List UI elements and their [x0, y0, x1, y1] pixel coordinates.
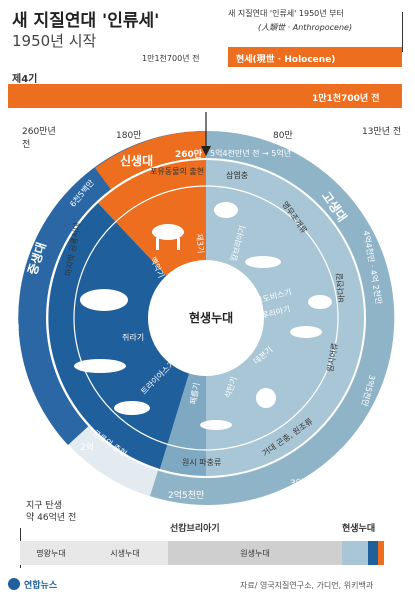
sauropod-silhouette [74, 359, 126, 373]
page-title: 새 지질연대 '인류세' [12, 11, 160, 31]
footer-logo: 연합뉴스 [24, 581, 58, 591]
phanerozoic-label: 현생누대 [342, 524, 376, 534]
event-mammals: 포유동물의 출현 [150, 167, 205, 176]
age-200m: 2억 [80, 443, 95, 453]
tick-180: 180만 [116, 131, 142, 141]
animal-silhouettes [74, 202, 332, 430]
tick-13: 13만년 전 [362, 127, 402, 137]
paleozoic-bottom-age: 2억5천만 [168, 491, 205, 501]
event-ring-edge [73, 185, 339, 451]
mesozoic-span: 1억4천5백만 [11, 322, 22, 369]
event-trilobites: 삼엽충 [226, 171, 249, 180]
triceratops-silhouette [80, 289, 128, 311]
holocene-start-label: 1만1천700년 전 [142, 54, 200, 63]
nautilus-silhouette [245, 256, 281, 268]
scorpion-silhouette [308, 295, 332, 309]
period-tertiary: 제3기 [194, 233, 206, 254]
wheel-center-label: 현생누대 [189, 311, 234, 325]
footer-source: 자료/ 영국지질연구소, 가디언, 위키백과 [240, 581, 374, 590]
eon-mesozoic-block [368, 541, 378, 565]
anthropocene-marker [402, 12, 403, 52]
sector-paleozoic [206, 160, 364, 476]
cenozoic-now: 260만 [175, 150, 203, 160]
eon-proterozoic: 원생누대 [168, 541, 342, 565]
eon-archean: 시생누대 [82, 541, 168, 565]
page-subtitle: 1950년 시작 [12, 32, 97, 50]
holocene-label: 현세(現世 · Holocene) [236, 55, 336, 65]
tick-260: 260만년 전 [22, 127, 56, 150]
reptile-silhouette [200, 420, 232, 430]
dragonfly-silhouette [256, 388, 276, 408]
eon-cenozoic-block [378, 541, 384, 565]
event-primitive-reptiles: 원시 파충류 [182, 458, 222, 467]
sector-permian [160, 160, 206, 476]
paleozoic-top: 5억4천만년 전 → 5억년 [210, 149, 292, 158]
anthropocene-hanja: (人類世 · Anthropocene) [258, 23, 353, 32]
quaternary-end-label: 1만1천700년 전 [312, 94, 380, 104]
eon-hadean: 명왕누대 [20, 541, 82, 565]
fish-silhouette [290, 326, 322, 338]
holocene-bar [228, 47, 402, 67]
trilobite-silhouette [214, 202, 238, 218]
anthropocene-note: 새 지질연대 '인류세' 1950년 부터 [228, 9, 344, 18]
raptor-silhouette [114, 401, 150, 415]
logo-icon [8, 578, 20, 590]
pointer-arrow [201, 146, 211, 156]
age-300m: 3억 [290, 479, 305, 489]
era-cenozoic: 신생대 [120, 154, 154, 168]
quaternary-bar [8, 84, 402, 108]
center-circle [148, 260, 264, 376]
precambrian-label: 선캄브리아기 [170, 524, 220, 534]
sector-mesozoic [48, 203, 206, 469]
earth-birth-label: 지구 탄생 [26, 501, 62, 511]
eon-paleozoic-block [342, 541, 368, 565]
earth-age-label: 약 46억년 전 [26, 513, 77, 523]
tick-80: 80만 [273, 131, 293, 141]
horse-silhouette [152, 224, 184, 240]
period-jurassic: 쥐라기 [122, 333, 145, 342]
quaternary-label: 제4기 [12, 74, 38, 85]
